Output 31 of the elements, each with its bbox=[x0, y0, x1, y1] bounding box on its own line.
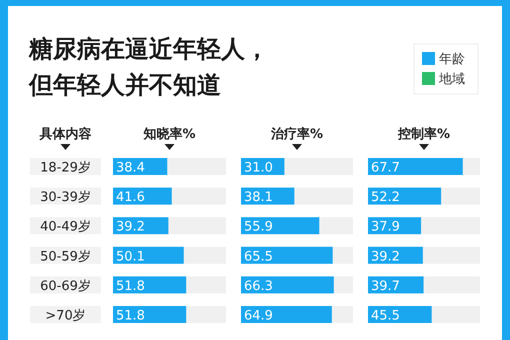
y-tick-label: >70岁 bbox=[45, 308, 86, 324]
chart-title: 糖尿病在逼近年轻人，但年轻人并不知道 bbox=[28, 35, 269, 99]
data-label: 50.1 bbox=[116, 249, 145, 264]
data-label: 65.5 bbox=[244, 249, 273, 264]
data-label: 52.2 bbox=[371, 190, 400, 206]
data-label: 67.7 bbox=[371, 160, 400, 176]
y-tick-label: 18-29岁 bbox=[40, 160, 91, 176]
y-tick-label: 30-39岁 bbox=[40, 190, 91, 206]
data-label: 41.6 bbox=[116, 190, 145, 206]
y-tick-label: 40-49岁 bbox=[40, 220, 91, 235]
legend-label: 年龄 bbox=[439, 52, 465, 67]
x-axis-title: 知晓率% bbox=[142, 126, 196, 142]
legend-label: 地域 bbox=[438, 72, 465, 87]
data-label: 37.9 bbox=[371, 220, 400, 235]
data-label: 31.0 bbox=[244, 160, 273, 176]
y-axis-title: 具体内容 bbox=[38, 126, 92, 142]
data-label: 66.3 bbox=[244, 278, 273, 294]
data-label: 38.4 bbox=[116, 160, 145, 176]
x-axis-title: 控制率% bbox=[396, 126, 450, 142]
data-label: 39.7 bbox=[371, 278, 400, 294]
data-label: 55.9 bbox=[244, 220, 273, 235]
data-label: 38.1 bbox=[244, 190, 273, 206]
data-label: 45.5 bbox=[371, 308, 400, 324]
y-tick-label: 60-69岁 bbox=[40, 278, 91, 294]
x-axis-title: 治疗率% bbox=[270, 126, 324, 142]
data-label: 39.2 bbox=[116, 220, 145, 235]
data-label: 39.2 bbox=[371, 249, 400, 264]
data-label: 64.9 bbox=[244, 308, 273, 324]
y-tick-label: 50-59岁 bbox=[40, 249, 91, 264]
data-label: 51.8 bbox=[116, 278, 145, 294]
data-label: 51.8 bbox=[116, 308, 145, 324]
